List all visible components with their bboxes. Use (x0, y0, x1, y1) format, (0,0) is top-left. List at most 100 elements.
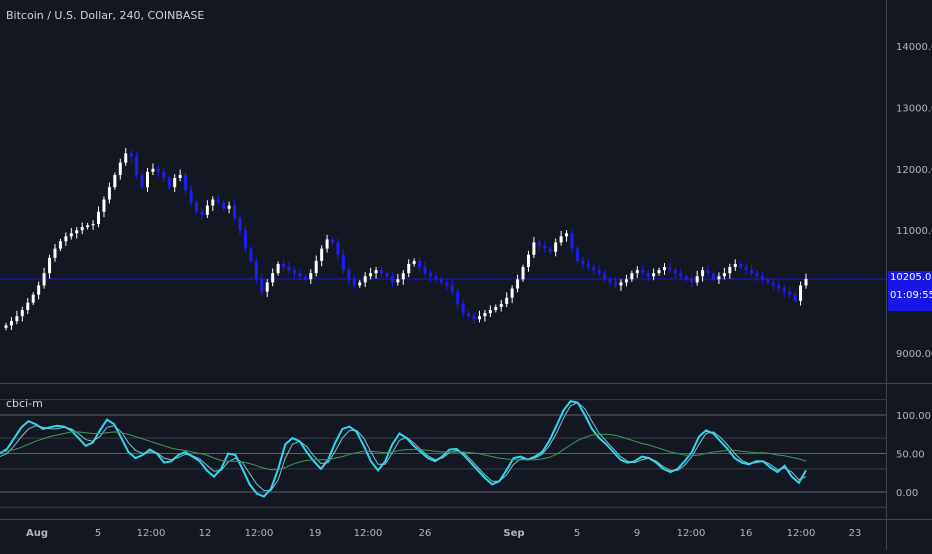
candle-body (418, 260, 422, 268)
candle-body (760, 276, 764, 280)
candle-body (331, 239, 335, 243)
candle-body (309, 273, 313, 280)
indicator-line-slow (0, 402, 807, 491)
candle-body (189, 190, 193, 203)
candle-body (396, 279, 400, 283)
candle-body (526, 254, 530, 268)
time-tick-label: 19 (309, 528, 322, 539)
time-tick-label: 26 (419, 528, 432, 539)
candle-body (363, 276, 367, 283)
candle-body (412, 260, 416, 264)
time-tick-label: 12:00 (787, 528, 816, 539)
candle-body (461, 303, 465, 314)
candle-body (26, 302, 30, 311)
chart-title: Bitcoin / U.S. Dollar, 240, COINBASE (6, 9, 205, 22)
candle-body (673, 270, 677, 274)
last-price-tag: 10205.00 (888, 271, 932, 285)
candle-body (292, 270, 296, 274)
candle-body (298, 273, 302, 277)
bar-countdown-tag: 01:09:55 (888, 285, 932, 311)
candle-body (31, 294, 35, 303)
candle-body (151, 168, 155, 172)
candle-body (668, 267, 672, 271)
candle-body (581, 260, 585, 264)
price-tick-label: 11000.00 (896, 226, 932, 237)
candle-body (401, 273, 405, 280)
candle-body (641, 270, 645, 274)
candle-body (804, 279, 808, 286)
candles-group (4, 148, 808, 331)
candle-body (777, 285, 781, 289)
candle-body (211, 199, 215, 206)
candle-body (592, 267, 596, 271)
candle-body (53, 248, 57, 258)
candle-body (173, 178, 177, 188)
candle-body (630, 273, 634, 280)
candle-body (537, 242, 541, 246)
time-tick-label: 12:00 (677, 528, 706, 539)
candle-body (162, 171, 166, 179)
candle-body (505, 297, 509, 304)
time-tick-label: 12 (199, 528, 212, 539)
candle-body (701, 270, 705, 277)
candle-body (58, 241, 62, 249)
candle-body (260, 279, 264, 292)
candle-body (64, 236, 68, 242)
candle-body (9, 321, 13, 326)
candle-body (184, 174, 188, 191)
time-tick-label: 23 (849, 528, 862, 539)
candle-body (243, 230, 247, 249)
candle-body (227, 205, 231, 209)
candle-body (543, 245, 547, 249)
candle-body (499, 303, 503, 307)
candle-body (107, 187, 111, 200)
candle-body (614, 282, 618, 286)
candle-body (320, 248, 324, 261)
indicator-tick-label: 50.00 (896, 450, 925, 461)
candle-body (156, 168, 160, 172)
candle-body (390, 276, 394, 283)
candle-body (608, 279, 612, 283)
candle-body (254, 260, 258, 280)
candle-body (510, 288, 514, 298)
candle-body (472, 316, 476, 320)
candle-body (788, 291, 792, 295)
candle-body (135, 156, 139, 175)
candle-body (750, 270, 754, 274)
candle-body (113, 174, 117, 188)
candle-body (706, 270, 710, 274)
candle-body (80, 227, 84, 231)
candle-body (265, 282, 269, 292)
candle-body (205, 205, 209, 215)
indicator-name: cbci-m (6, 397, 43, 410)
candle-body (69, 233, 73, 237)
candle-body (222, 202, 226, 209)
candle-body (554, 242, 558, 252)
candle-body (445, 282, 449, 286)
candle-body (249, 248, 253, 261)
candle-body (663, 267, 667, 271)
candle-body (276, 263, 280, 274)
price-tick-label: 14000.00 (896, 42, 932, 53)
candle-body (271, 273, 275, 283)
candle-body (624, 279, 628, 283)
candle-body (37, 285, 41, 295)
candle-body (167, 178, 171, 188)
time-tick-label: 5 (574, 528, 580, 539)
indicator-tick-label: 0.00 (896, 488, 918, 499)
time-tick-label: 5 (95, 528, 101, 539)
candle-body (303, 276, 307, 280)
candle-body (717, 276, 721, 280)
candle-body (341, 254, 345, 271)
candle-body (456, 291, 460, 304)
candle-body (145, 171, 149, 188)
candle-body (575, 248, 579, 261)
candle-body (358, 282, 362, 286)
candle-body (722, 273, 726, 277)
candle-body (548, 248, 552, 252)
candle-body (684, 276, 688, 280)
price-tick-label: 13000.00 (896, 103, 932, 114)
candle-body (380, 270, 384, 274)
